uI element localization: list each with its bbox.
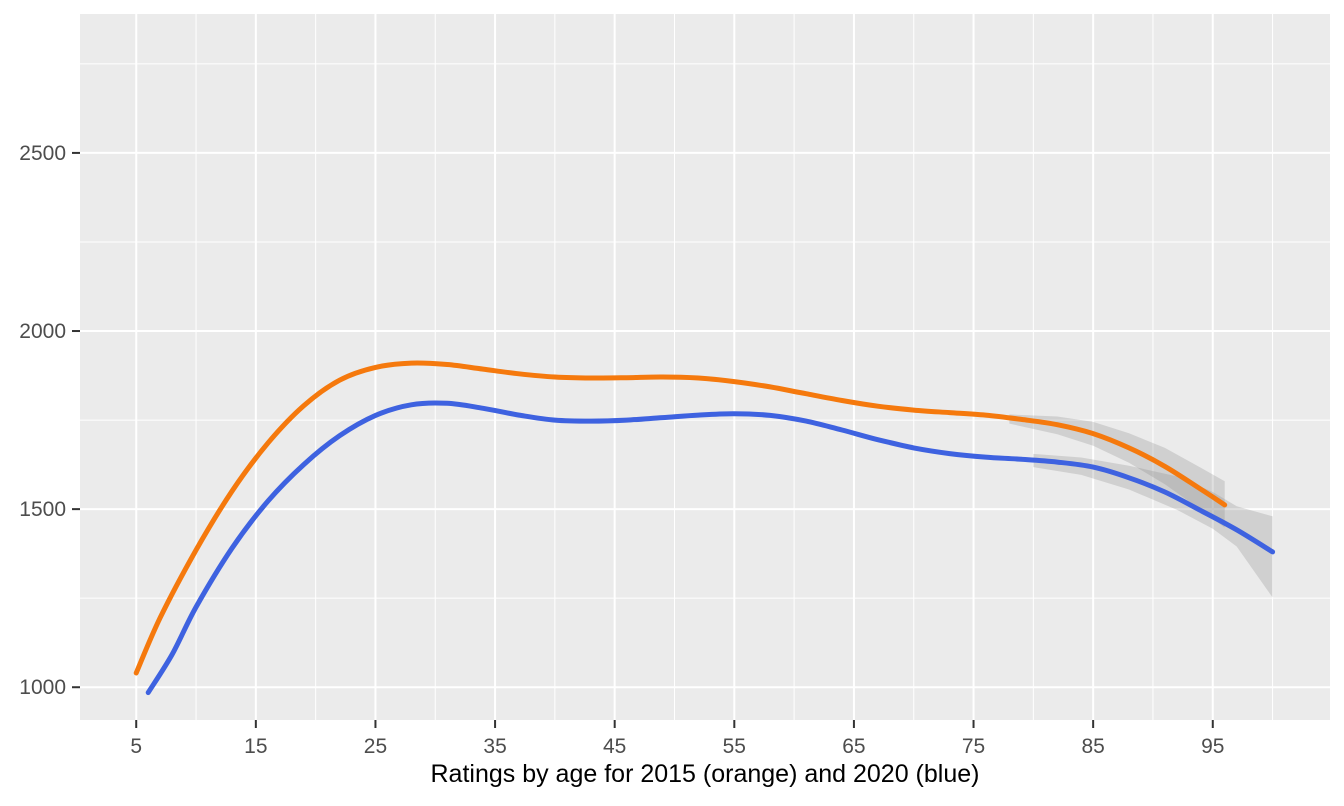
x-tick-label: 85 — [1081, 735, 1104, 758]
y-tick-label: 2500 — [19, 142, 66, 165]
x-tick-label: 75 — [962, 735, 985, 758]
y-tick-label: 2000 — [19, 320, 66, 343]
confidence-ribbon-2015 — [1009, 414, 1225, 528]
x-tick-label: 35 — [483, 735, 506, 758]
x-tick-label: 45 — [603, 735, 626, 758]
trend-line-2015 — [133, 360, 1228, 676]
trend-line-2020 — [145, 400, 1276, 696]
x-tick-label: 95 — [1201, 735, 1224, 758]
x-tick-label: 25 — [364, 735, 387, 758]
x-tick-label: 65 — [842, 735, 865, 758]
x-tick-label: 5 — [130, 735, 142, 758]
x-axis-title: Ratings by age for 2015 (orange) and 202… — [430, 760, 980, 788]
x-tick-label: 55 — [723, 735, 746, 758]
panel-background — [80, 14, 1330, 720]
y-tick-label: 1500 — [19, 498, 66, 521]
y-tick-label: 1000 — [19, 676, 66, 699]
x-tick-label: 15 — [244, 735, 267, 758]
